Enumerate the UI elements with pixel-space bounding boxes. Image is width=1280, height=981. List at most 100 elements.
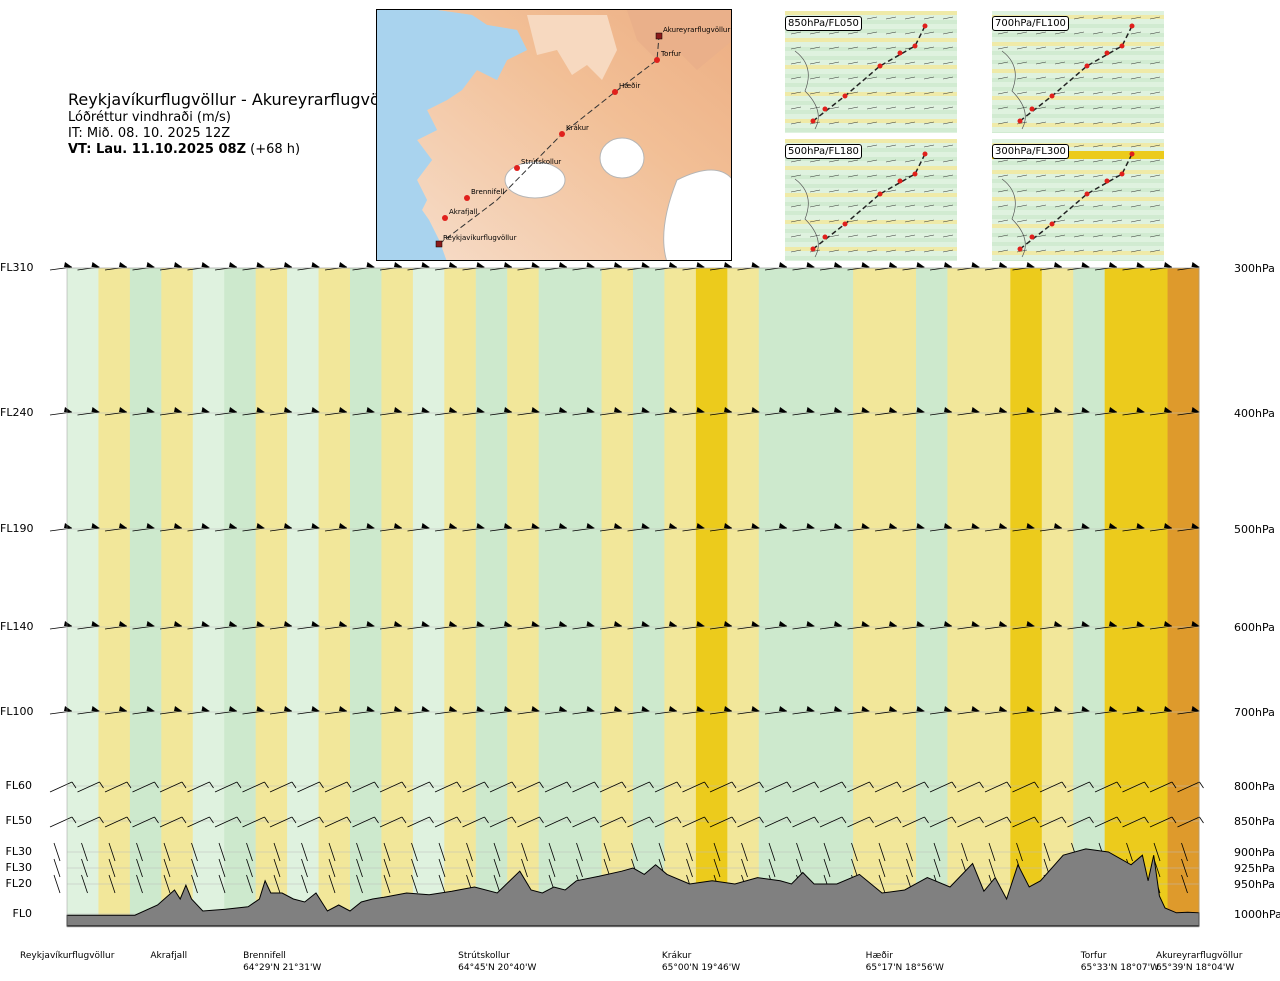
wind-barb	[572, 621, 595, 630]
location-label: Strútskollur 64°45'N 20°40'W	[458, 950, 536, 974]
wind-barb	[214, 621, 238, 630]
wind-barb	[902, 262, 925, 271]
wind-barb	[132, 621, 155, 630]
wind-barb	[242, 781, 269, 793]
wind-barb	[599, 523, 623, 532]
wind-barb	[741, 858, 748, 878]
wind-barb	[1012, 523, 1035, 532]
wind-barb	[517, 523, 540, 532]
pressure-label: 700hPa	[1234, 706, 1275, 719]
route-title: Reykjavíkurflugvöllur - Akureyrarflugvöl…	[68, 90, 406, 109]
wind-barb	[136, 858, 143, 878]
wind-barb	[411, 874, 418, 894]
plan-view-500[interactable]: 500hPa/FL180	[785, 139, 957, 261]
location-label: Hæðir 65°17'N 18°56'W	[866, 950, 944, 974]
wind-barb	[572, 706, 595, 715]
wind-barb	[273, 842, 281, 862]
valid-time-line: VT: Lau. 11.10.2025 08Z (+68 h)	[68, 142, 405, 158]
wind-barb	[1149, 407, 1173, 416]
wind-barb	[823, 842, 831, 862]
wind-barb	[713, 842, 721, 862]
wind-barb	[1094, 621, 1118, 630]
wind-barb	[878, 842, 886, 862]
wind-barb	[1149, 523, 1173, 532]
wind-barb	[1043, 842, 1051, 862]
wind-barb	[984, 706, 1008, 715]
wind-barb	[297, 816, 324, 828]
wind-barb	[297, 407, 320, 416]
wind-barb	[517, 816, 544, 828]
waypoint-label: Krákur	[566, 124, 589, 132]
wind-barb	[847, 407, 870, 416]
wind-barb	[356, 874, 363, 894]
wind-barb	[407, 523, 430, 532]
wind-barb	[53, 874, 61, 894]
wind-barb	[957, 706, 980, 715]
pressure-label: 600hPa	[1234, 621, 1275, 634]
wind-barb	[53, 858, 61, 878]
field-column-slight-descent	[67, 268, 99, 926]
wind-barb	[1067, 262, 1090, 271]
wind-barb	[77, 523, 100, 532]
field-column-weak-ascent	[947, 268, 980, 926]
location-name: Akrafjall	[150, 951, 188, 961]
wind-barb	[462, 781, 489, 793]
wind-barb	[627, 621, 650, 630]
flight-level-label: FL240	[0, 406, 34, 419]
wind-barb	[847, 523, 870, 532]
wind-barb	[1149, 816, 1177, 828]
wind-barb	[466, 842, 473, 862]
wind-barb	[324, 262, 348, 271]
location-coords: 64°29'N 21°31'W	[243, 963, 322, 973]
waypoint-markers: Akureyrarflugvöllur Torfur Hæðir Krákur Strú…	[435, 26, 730, 248]
wind-barb	[493, 842, 501, 862]
wind-barb	[269, 523, 293, 532]
wind-barb	[654, 706, 678, 715]
wind-barb	[737, 407, 760, 416]
wind-barb	[434, 262, 458, 271]
plan-view-700[interactable]: 700hPa/FL100	[992, 11, 1164, 133]
lead-time: (+68 h)	[250, 142, 301, 157]
location-coords: 65°00'N 19°46'W	[661, 963, 741, 973]
wind-barb	[1122, 621, 1145, 630]
wind-barb	[246, 842, 253, 862]
plan-view-graphic	[992, 11, 1164, 133]
wind-barb	[273, 858, 281, 878]
wind-barb	[517, 262, 540, 271]
wind-barb	[819, 706, 843, 715]
wind-barb	[1177, 621, 1200, 630]
wind-barb	[709, 706, 733, 715]
plan-view-850[interactable]: 850hPa/FL050	[785, 11, 957, 133]
wind-barb	[108, 842, 116, 862]
highland-shading	[627, 10, 731, 70]
wind-barb	[654, 621, 678, 630]
wind-barb	[136, 874, 143, 894]
wind-barb	[214, 407, 238, 416]
pressure-label: 900hPa	[1234, 846, 1275, 859]
wind-barb	[352, 816, 379, 828]
wind-barb	[136, 842, 143, 862]
pressure-label: 1000hPa	[1234, 908, 1280, 921]
wind-barb	[187, 816, 214, 828]
wind-barb	[847, 621, 870, 630]
route-map-graphic: Akureyrarflugvöllur Torfur Hæðir Krákur Strú…	[377, 10, 731, 260]
wind-barb	[462, 262, 485, 271]
wind-barb	[77, 816, 104, 828]
wind-barb	[792, 262, 815, 271]
wind-barb	[1016, 842, 1023, 862]
field-column-weak-descent	[475, 268, 508, 926]
field-column-moderate-ascent	[1010, 268, 1043, 926]
field-column-weak-ascent	[507, 268, 540, 926]
field-column-weak-descent	[350, 268, 382, 926]
wind-barb	[438, 874, 446, 894]
wind-barb	[132, 781, 159, 793]
wind-barb	[53, 842, 61, 862]
wind-barb	[737, 816, 764, 828]
field-column-weak-ascent	[978, 268, 1011, 926]
wind-barb	[764, 816, 792, 828]
waypoint-label: Reykjavíkurflugvöllur	[443, 234, 517, 242]
wind-barb	[1177, 706, 1200, 715]
wind-barb	[81, 874, 88, 894]
plan-view-300[interactable]: 300hPa/FL300	[992, 139, 1164, 261]
waypoint-label: Strútskollur	[521, 158, 561, 166]
